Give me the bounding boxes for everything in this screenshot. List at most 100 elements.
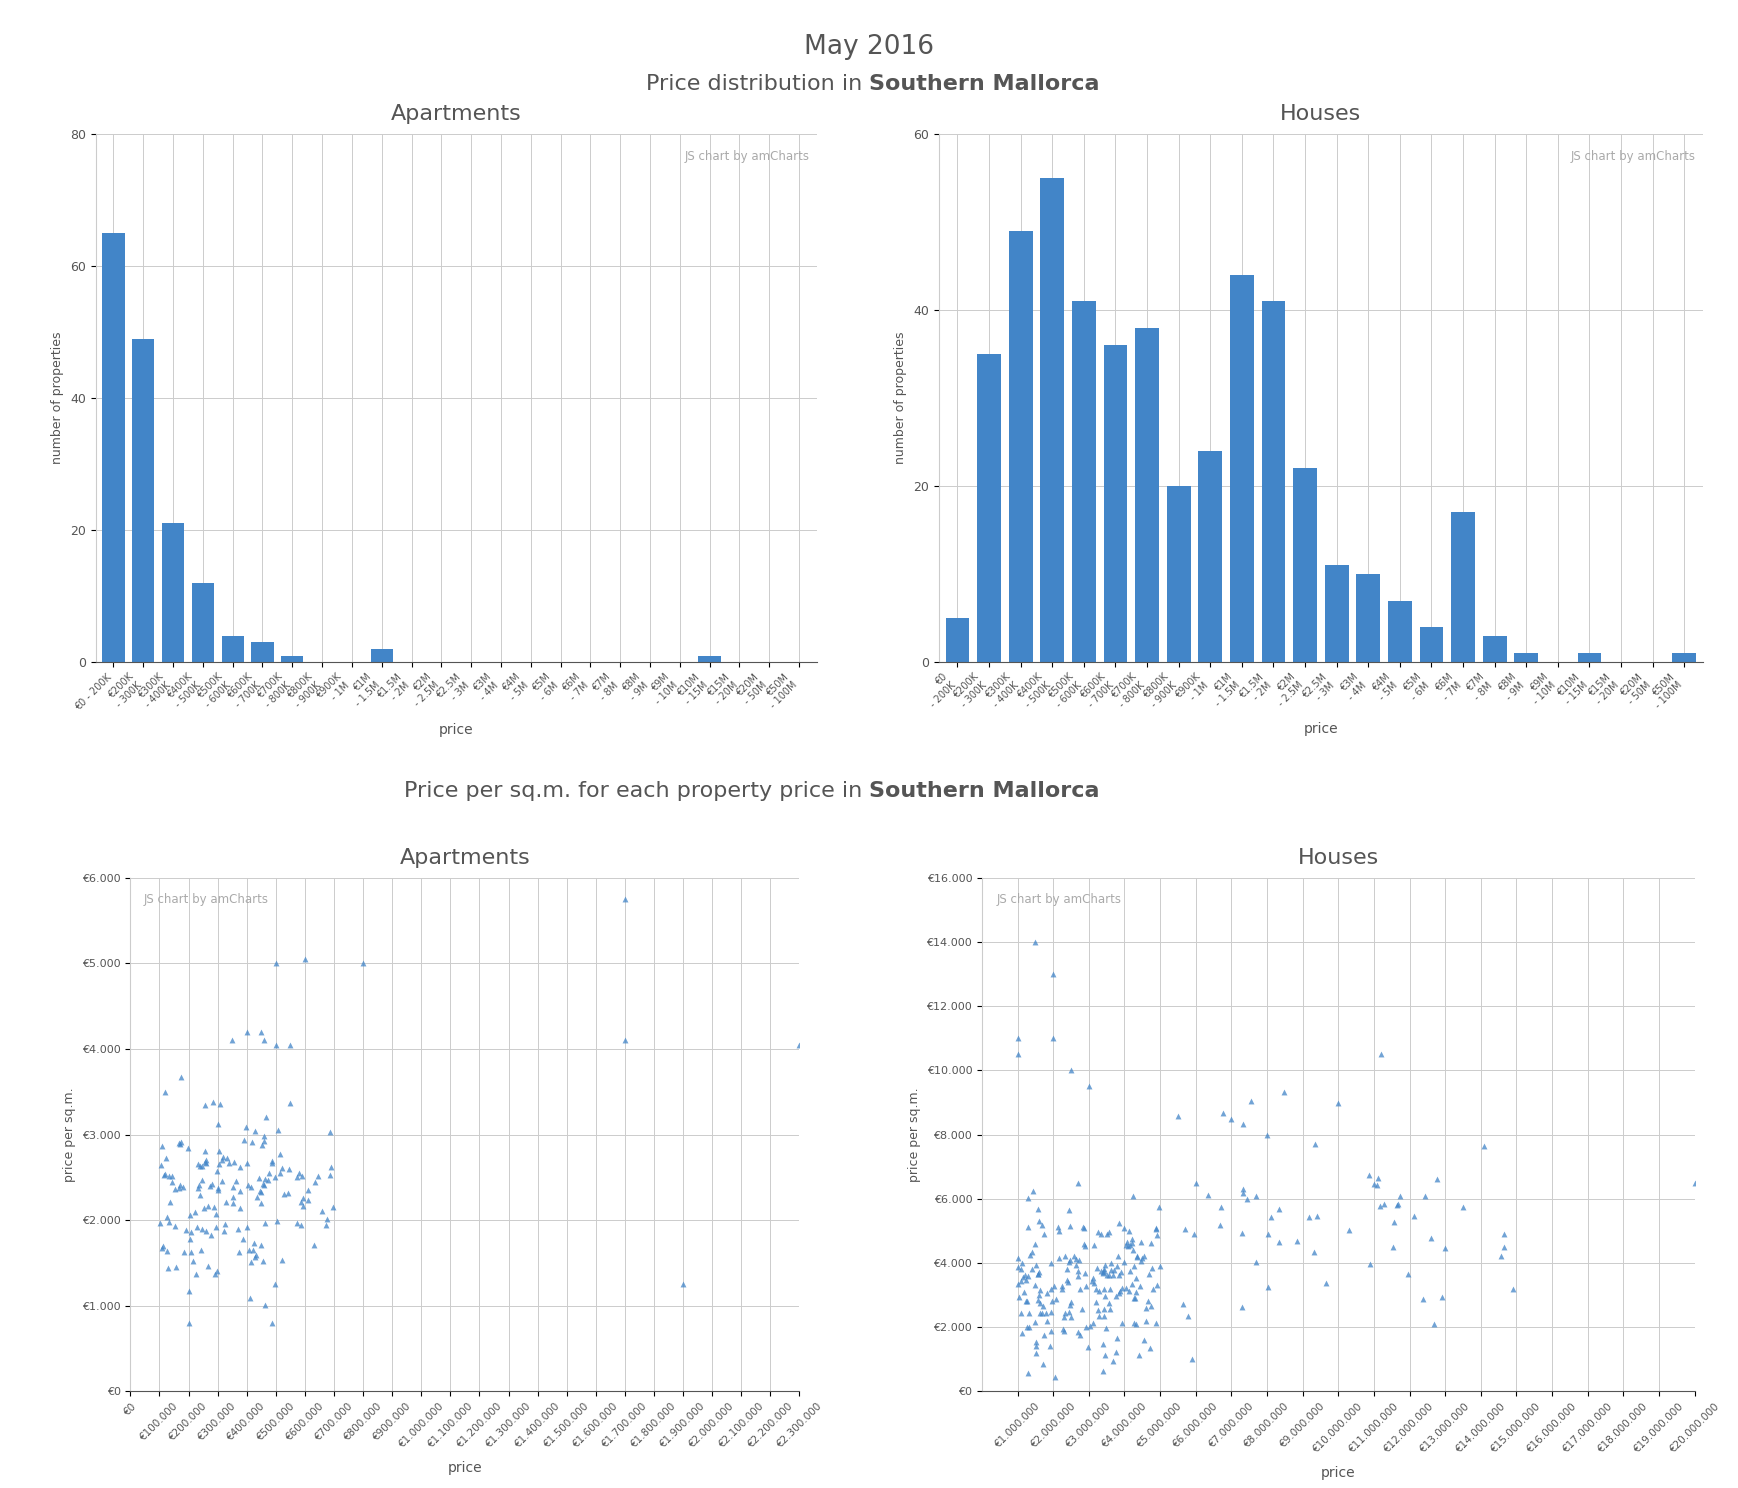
Point	[236, 1250, 264, 1274]
Point	[1681, 1171, 1708, 1195]
Point	[238, 1176, 266, 1199]
Bar	[699, 656, 721, 662]
Point	[1142, 1216, 1170, 1240]
Point	[1090, 1332, 1118, 1356]
Point	[1470, 1134, 1498, 1158]
Bar	[1166, 487, 1191, 662]
Point	[1050, 1318, 1078, 1342]
X-axis label: price: price	[440, 723, 473, 737]
Point	[275, 1181, 302, 1205]
Point	[1003, 1027, 1031, 1051]
Point	[1118, 1272, 1145, 1296]
Point	[1112, 1231, 1140, 1254]
Point	[1022, 930, 1050, 954]
Point	[242, 1245, 269, 1269]
Point	[1107, 1311, 1135, 1335]
Bar	[1420, 626, 1443, 662]
Point	[1383, 1193, 1411, 1217]
Point	[1111, 1250, 1138, 1274]
Point	[1018, 1241, 1046, 1265]
Point	[149, 1235, 177, 1259]
Point	[191, 1150, 219, 1174]
Text: JS chart by amCharts: JS chart by amCharts	[996, 893, 1121, 906]
Point	[191, 1094, 219, 1117]
Point	[1119, 1184, 1147, 1208]
Point	[1324, 1091, 1352, 1115]
Point	[1182, 1171, 1210, 1195]
Point	[1065, 1171, 1093, 1195]
Point	[212, 1190, 240, 1214]
Point	[1097, 1277, 1124, 1301]
Point	[1229, 1181, 1257, 1205]
Point	[1366, 1195, 1394, 1219]
Point	[1253, 1275, 1281, 1299]
Point	[259, 1152, 287, 1176]
Point	[179, 1248, 207, 1272]
Point	[1062, 1247, 1090, 1271]
Point	[188, 1217, 216, 1241]
Point	[1168, 1292, 1196, 1315]
Point	[290, 948, 318, 972]
Point	[181, 1201, 209, 1225]
Point	[162, 1177, 189, 1201]
Point	[1121, 1311, 1149, 1335]
Point	[202, 1202, 229, 1226]
Point	[205, 1138, 233, 1162]
Point	[1489, 1222, 1517, 1245]
Point	[261, 1165, 289, 1189]
Point	[1100, 1257, 1128, 1281]
Point	[1489, 1235, 1517, 1259]
Point	[235, 1173, 262, 1196]
Point	[250, 1123, 278, 1147]
Point	[1032, 1302, 1060, 1326]
Point	[257, 1311, 285, 1335]
Point	[1074, 1335, 1102, 1359]
Point	[205, 1092, 233, 1116]
Point	[1171, 1217, 1199, 1241]
Point	[254, 1168, 282, 1192]
Point	[1010, 1280, 1038, 1303]
Point	[1003, 1043, 1031, 1067]
Point	[1178, 1347, 1206, 1370]
Point	[289, 1164, 316, 1187]
Point	[1079, 1234, 1107, 1257]
Point	[1051, 1244, 1079, 1268]
Point	[1137, 1295, 1164, 1318]
Point	[1008, 1321, 1036, 1345]
Point	[1102, 1341, 1130, 1364]
Point	[242, 1119, 269, 1143]
Point	[153, 1240, 181, 1263]
Point	[247, 1021, 275, 1045]
Point	[316, 1155, 344, 1178]
Point	[250, 1211, 278, 1235]
Point	[1018, 1178, 1046, 1202]
Bar	[162, 524, 184, 662]
Point	[1118, 1228, 1145, 1251]
Point	[1008, 1269, 1036, 1293]
Point	[250, 1168, 278, 1192]
Point	[186, 1155, 214, 1178]
Point	[1210, 1101, 1237, 1125]
Point	[1217, 1107, 1244, 1131]
Point	[1091, 1315, 1119, 1339]
Point	[261, 1272, 289, 1296]
Point	[1090, 1257, 1118, 1281]
Point	[1032, 1309, 1060, 1333]
Text: Southern Mallorca: Southern Mallorca	[869, 781, 1100, 801]
Point	[1124, 1342, 1152, 1366]
Point	[264, 1117, 292, 1141]
Point	[1257, 1205, 1284, 1229]
Bar	[1356, 574, 1380, 662]
Text: May 2016: May 2016	[805, 34, 933, 60]
Bar	[1231, 275, 1253, 662]
Point	[1385, 1192, 1413, 1216]
Point	[1112, 1232, 1140, 1256]
Point	[1085, 1305, 1112, 1329]
Point	[1107, 1277, 1135, 1301]
Point	[1095, 1220, 1123, 1244]
Point	[252, 1293, 280, 1317]
Point	[1055, 1250, 1083, 1274]
Point	[1013, 1216, 1041, 1240]
Point	[231, 1116, 259, 1140]
Point	[1024, 1262, 1051, 1286]
